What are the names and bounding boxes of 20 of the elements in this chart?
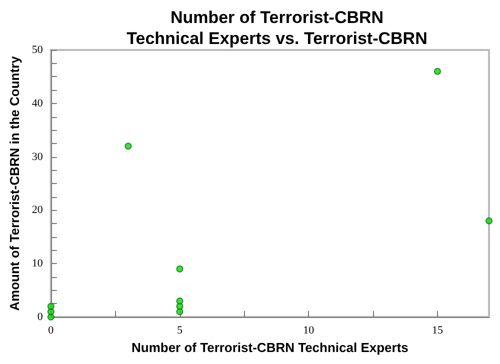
y-tick-label: 50 — [32, 44, 44, 56]
y-tick-label: 30 — [32, 150, 44, 163]
x-tick-label: 10 — [303, 324, 315, 336]
point — [176, 265, 184, 272]
chart-title: Number of Terrorist-CBRN Technical Experts vs. Terrorist-CBRN — [126, 8, 428, 48]
x-axis-title: Number of Terrorist-CBRN Technical Experts — [131, 340, 408, 355]
y-tick-label: 10 — [32, 258, 44, 270]
y-tick-label: 0 — [37, 311, 44, 323]
point — [176, 297, 184, 304]
x-tick-label: 0 — [48, 324, 54, 336]
y-tick-label: 20 — [32, 204, 44, 216]
x-tick-label: 15 — [432, 324, 444, 336]
x-tick-label: 5 — [177, 324, 184, 336]
point — [434, 68, 441, 75]
y-axis-title: Amount of Terrorist-CBRN in the Country — [7, 55, 22, 311]
point — [47, 302, 54, 310]
point — [486, 217, 492, 224]
y-tick-label: 40 — [32, 97, 44, 110]
point — [124, 142, 132, 150]
point — [47, 314, 54, 320]
